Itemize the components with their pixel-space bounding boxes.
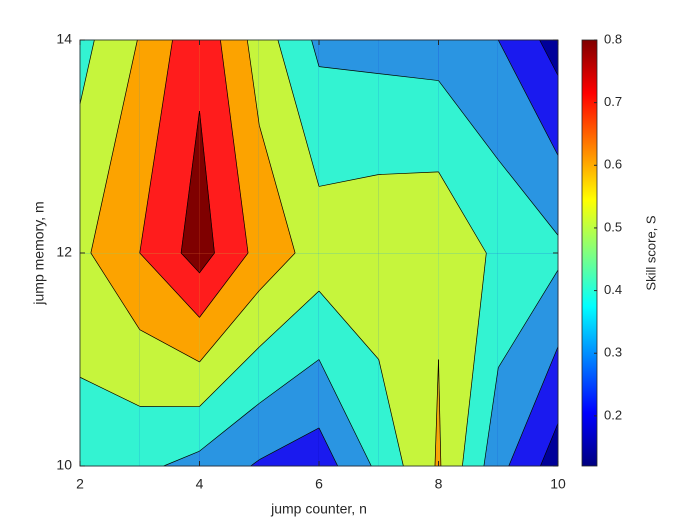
- contour-line: [199, 346, 260, 407]
- contour-line: [139, 252, 200, 318]
- contour-line: [79, 39, 95, 104]
- colorbar-tick-label: 0.4: [604, 282, 622, 297]
- contour-line: [180, 252, 200, 274]
- contour-line: [318, 427, 338, 467]
- contour-line: [497, 39, 559, 156]
- contour-line: [508, 346, 559, 467]
- contour-line: [434, 359, 439, 467]
- contour-line: [259, 427, 320, 461]
- colorbar-tick-label: 0.2: [604, 407, 622, 422]
- x-tick-label: 8: [435, 476, 443, 492]
- y-tick-label: 10: [56, 457, 72, 473]
- x-tick-label: 4: [196, 476, 204, 492]
- contour-line: [258, 125, 296, 254]
- contour-line: [438, 171, 487, 254]
- contour-line: [259, 359, 320, 404]
- contour-lines: [79, 39, 559, 467]
- contour-band: [318, 174, 380, 254]
- contour-line: [163, 450, 200, 467]
- contour-line: [199, 252, 249, 318]
- colorbar-tick-label: 0.6: [604, 157, 622, 172]
- contour-line: [199, 110, 215, 254]
- x-tick-label: 2: [76, 476, 84, 492]
- contour-line: [483, 367, 499, 467]
- contour-line: [259, 290, 320, 348]
- contour-line: [462, 252, 487, 467]
- contour-line: [318, 66, 379, 74]
- x-axis-label: jump counter, n: [270, 501, 367, 517]
- contour-line: [79, 376, 140, 407]
- colorbar-label: Skill score, S: [643, 215, 658, 290]
- contour-line: [220, 39, 249, 254]
- colorbar: 0.2 0.3 0.4 0.5 0.6 0.7 0.8: [581, 31, 622, 467]
- colorbar-scale: [581, 39, 598, 467]
- contour-line: [540, 423, 559, 467]
- contour-line: [250, 459, 260, 467]
- contour-line: [199, 403, 260, 452]
- contour-band: [378, 171, 439, 254]
- contour-line: [258, 252, 296, 291]
- contour-line: [318, 174, 379, 187]
- contour-line: [539, 39, 559, 76]
- contour-line: [199, 252, 215, 274]
- contour-line: [378, 171, 439, 175]
- contour-line: [90, 252, 141, 330]
- contour-line: [438, 80, 499, 161]
- contour-line: [497, 269, 559, 368]
- y-axis-label: jump memory, m: [31, 201, 47, 305]
- contour-line: [318, 290, 380, 360]
- x-tick-label: 6: [315, 476, 323, 492]
- contour-line: [438, 359, 442, 467]
- axes: 2 4 6 8 10 10 12 14: [56, 31, 566, 492]
- contour-line: [90, 39, 138, 254]
- contour-line: [139, 39, 173, 254]
- y-tick-label: 14: [56, 31, 72, 47]
- contour-line: [318, 359, 372, 467]
- contour-line: [199, 290, 260, 363]
- contour-line: [277, 39, 320, 187]
- contour-line: [378, 73, 439, 81]
- colorbar-tick-label: 0.8: [604, 31, 622, 46]
- contour-line: [180, 110, 200, 254]
- y-tick-label: 12: [56, 244, 72, 260]
- colorbar-tick-label: 0.7: [604, 94, 622, 109]
- contour-line: [139, 329, 200, 363]
- contour-line: [246, 39, 260, 126]
- colorbar-tick-label: 0.5: [604, 219, 622, 234]
- contour-line: [311, 39, 320, 67]
- contour-line: [378, 359, 404, 467]
- colorbar-tick-label: 0.3: [604, 345, 622, 360]
- x-tick-label: 10: [550, 476, 566, 492]
- contour-line: [497, 159, 559, 236]
